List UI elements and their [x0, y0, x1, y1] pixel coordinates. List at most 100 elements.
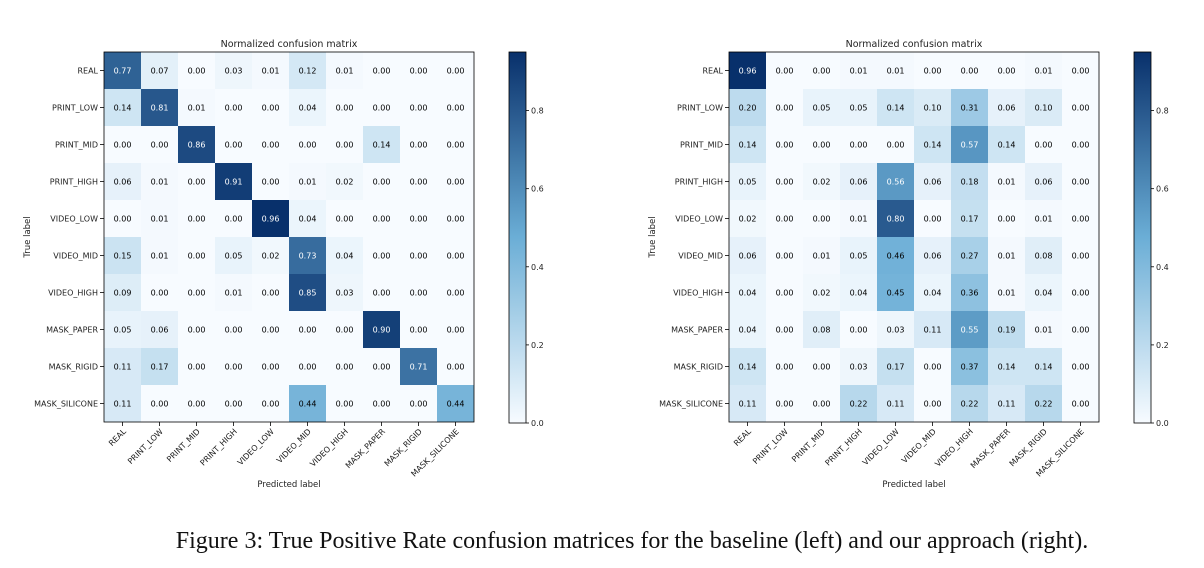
- cell-value-label: 0.04: [299, 104, 317, 113]
- cell-value-label: 0.19: [998, 326, 1016, 335]
- cell-value-label: 0.00: [188, 67, 206, 76]
- cell-value-label: 0.11: [739, 400, 757, 409]
- y-tick-label: VIDEO_HIGH: [48, 289, 98, 298]
- heatmap-cell: [729, 311, 766, 348]
- cell-value-label: 0.01: [262, 67, 280, 76]
- cell-value-label: 0.05: [813, 104, 831, 113]
- cell-value-label: 0.08: [1035, 252, 1053, 261]
- heatmap-cell: [252, 311, 289, 348]
- heatmap-cell: [988, 348, 1025, 385]
- heatmap-cell: [803, 163, 840, 200]
- cell-value-label: 0.01: [1035, 215, 1053, 224]
- heatmap-cell: [951, 89, 988, 126]
- heatmap-cell: [141, 274, 178, 311]
- heatmap-cell: [951, 52, 988, 89]
- heatmap-cell: [141, 311, 178, 348]
- heatmap-cell: [141, 200, 178, 237]
- heatmap-cell: [877, 200, 914, 237]
- cell-value-label: 0.08: [813, 326, 831, 335]
- y-tick-label: VIDEO_LOW: [50, 215, 98, 224]
- y-tick-label: PRINT_MID: [55, 141, 98, 150]
- heatmap-cell: [326, 385, 363, 422]
- x-axis-label: Predicted label: [882, 480, 945, 490]
- cell-value-label: 0.00: [114, 215, 132, 224]
- heatmap-cell: [840, 52, 877, 89]
- heatmap-cell: [178, 274, 215, 311]
- heatmap-cell: [289, 163, 326, 200]
- heatmap-cell: [840, 348, 877, 385]
- heatmap-cell: [766, 237, 803, 274]
- y-tick-label: VIDEO_HIGH: [673, 289, 723, 298]
- cell-value-label: 0.00: [373, 400, 391, 409]
- heatmap-cell: [877, 237, 914, 274]
- y-axis-label: True label: [648, 216, 658, 258]
- cell-value-label: 0.01: [998, 252, 1016, 261]
- heatmap-cell: [289, 89, 326, 126]
- heatmap-cell: [141, 163, 178, 200]
- heatmap-cell: [803, 126, 840, 163]
- cell-value-label: 0.00: [776, 104, 794, 113]
- y-tick-label: VIDEO_MID: [53, 252, 98, 261]
- cell-value-label: 0.01: [225, 289, 243, 298]
- heatmap-cell: [1062, 274, 1099, 311]
- cell-value-label: 0.01: [336, 67, 354, 76]
- cell-value-label: 0.00: [1072, 363, 1090, 372]
- heatmap-cell: [840, 274, 877, 311]
- heatmap-cell: [988, 200, 1025, 237]
- figure-caption: Figure 3: True Positive Rate confusion m…: [175, 528, 1089, 554]
- y-tick-label: MASK_PAPER: [671, 326, 723, 335]
- heatmap-cell: [252, 237, 289, 274]
- cell-value-label: 0.00: [924, 400, 942, 409]
- heatmap-cell: [840, 89, 877, 126]
- heatmap-cell: [215, 126, 252, 163]
- cell-value-label: 0.01: [998, 289, 1016, 298]
- heatmap-cell: [877, 52, 914, 89]
- cell-value-label: 0.81: [151, 104, 169, 113]
- heatmap-cell: [363, 52, 400, 89]
- heatmap-cell: [803, 274, 840, 311]
- cell-value-label: 0.00: [373, 178, 391, 187]
- heatmap-cell: [951, 163, 988, 200]
- heatmap-cell: [400, 52, 437, 89]
- heatmap-cell: [803, 200, 840, 237]
- cell-value-label: 0.00: [225, 326, 243, 335]
- cell-value-label: 0.00: [373, 289, 391, 298]
- cell-value-label: 0.00: [1072, 67, 1090, 76]
- cell-value-label: 0.14: [998, 363, 1016, 372]
- heatmap-cell: [289, 200, 326, 237]
- heatmap-cell: [437, 200, 474, 237]
- heatmap-cell: [803, 89, 840, 126]
- cell-value-label: 0.22: [1035, 400, 1053, 409]
- heatmap-cell: [141, 89, 178, 126]
- cell-value-label: 0.00: [188, 252, 206, 261]
- cell-value-label: 0.02: [813, 289, 831, 298]
- heatmap-cell: [215, 385, 252, 422]
- cell-value-label: 0.00: [114, 141, 132, 150]
- cell-value-label: 0.00: [813, 67, 831, 76]
- cell-value-label: 0.96: [262, 215, 280, 224]
- heatmap-cell: [289, 52, 326, 89]
- heatmap-cell: [252, 385, 289, 422]
- cell-value-label: 0.00: [262, 141, 280, 150]
- cell-value-label: 0.55: [961, 326, 979, 335]
- heatmap-cell: [914, 126, 951, 163]
- cell-value-label: 0.36: [961, 289, 979, 298]
- cell-value-label: 0.91: [225, 178, 243, 187]
- heatmap-cell: [877, 274, 914, 311]
- cell-value-label: 0.06: [850, 178, 868, 187]
- heatmap-cell: [877, 89, 914, 126]
- heatmap-cell: [400, 163, 437, 200]
- heatmap-cell: [1062, 163, 1099, 200]
- cell-value-label: 0.00: [188, 215, 206, 224]
- cell-value-label: 0.14: [739, 363, 757, 372]
- heatmap-cell: [803, 348, 840, 385]
- y-tick-label: VIDEO_MID: [678, 252, 723, 261]
- x-tick-label: MASK_PAPER: [344, 427, 387, 470]
- heatmap-cell: [1025, 163, 1062, 200]
- cell-value-label: 0.02: [262, 252, 280, 261]
- cell-value-label: 0.05: [225, 252, 243, 261]
- cell-value-label: 0.14: [998, 141, 1016, 150]
- chart-title: Normalized confusion matrix: [846, 39, 983, 50]
- cell-value-label: 0.00: [813, 215, 831, 224]
